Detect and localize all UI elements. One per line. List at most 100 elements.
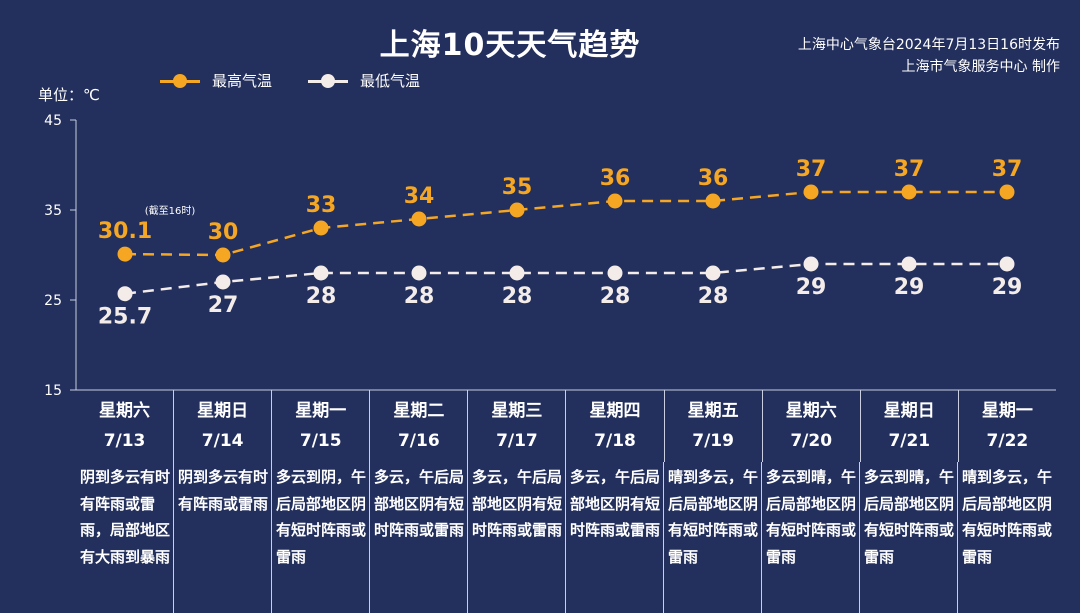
data-label: 28 bbox=[404, 284, 435, 309]
weekday-label: 星期六 bbox=[99, 401, 151, 421]
day-header: 星期五 7/19 bbox=[665, 390, 763, 462]
data-label: 28 bbox=[502, 284, 533, 309]
data-label: 29 bbox=[894, 275, 925, 300]
legend-label-low: 最低气温 bbox=[360, 72, 421, 90]
descriptions-row: 阴到多云有时有阵雨或雷雨，局部地区有大雨到暴雨 阴到多云有时有阵雨或雷雨 多云到阴，… bbox=[76, 462, 1056, 613]
weekday-label: 星期日 bbox=[197, 401, 249, 421]
data-label: 33 bbox=[306, 193, 337, 218]
day-header: 星期三 7/17 bbox=[468, 390, 567, 462]
weekday-label: 星期一 bbox=[981, 401, 1033, 421]
data-label: 36 bbox=[600, 166, 631, 191]
date-label: 7/14 bbox=[201, 431, 244, 451]
weekday-label: 星期四 bbox=[589, 401, 641, 421]
data-point bbox=[999, 184, 1015, 200]
legend-swatch-high bbox=[160, 73, 200, 88]
weekday-label: 星期日 bbox=[883, 401, 935, 421]
date-label: 7/17 bbox=[496, 431, 538, 451]
day-header: 星期六 7/20 bbox=[763, 390, 861, 462]
weekday-label: 星期五 bbox=[687, 401, 739, 421]
y-tick-label: 25 bbox=[44, 293, 62, 309]
source-line-maker: 上海市气象服务中心 制作 bbox=[901, 59, 1060, 75]
weather-description: 阴到多云有时有阵雨或雷雨，局部地区有大雨到暴雨 bbox=[76, 462, 174, 613]
date-label: 7/22 bbox=[986, 431, 1029, 451]
series-high-temp: 30.1 30 33 34 35 36 36 37 37 37 bbox=[98, 157, 1022, 263]
date-label: 7/18 bbox=[594, 431, 636, 451]
days-row: 星期六 7/13 星期日 7/14 星期一 7/15 星期二 7/16 星期三 7/17 星期四 7/… bbox=[76, 390, 1056, 462]
weather-description: 多云到阴，午后局部地区阴有短时阵雨或雷雨 bbox=[272, 462, 370, 613]
day-header: 星期四 7/18 bbox=[566, 390, 665, 462]
date-label: 7/13 bbox=[103, 431, 146, 451]
weather-description: 多云到晴，午后局部地区阴有短时阵雨或雷雨 bbox=[762, 462, 860, 613]
legend-swatch-low bbox=[308, 73, 349, 88]
weather-description: 多云，午后局部地区阴有短时阵雨或雷雨 bbox=[370, 462, 468, 613]
unit-label: 单位：℃ bbox=[38, 86, 100, 104]
legend: 最高气温 最低气温 bbox=[160, 70, 420, 91]
series-line bbox=[124, 262, 1007, 295]
day-header: 星期六 7/13 bbox=[76, 390, 175, 462]
data-point bbox=[705, 265, 721, 281]
data-point bbox=[999, 256, 1015, 272]
weather-description: 晴到多云，午后局部地区阴有短时阵雨或雷雨 bbox=[962, 468, 1053, 566]
data-label: 25.7 bbox=[98, 305, 152, 330]
data-point bbox=[509, 265, 525, 281]
data-label: 37 bbox=[894, 157, 925, 182]
data-point bbox=[313, 220, 329, 236]
data-point bbox=[313, 265, 329, 281]
source-line-issuer: 上海中心气象台2024年7月13日16时发布 bbox=[797, 37, 1060, 53]
data-label: 36 bbox=[698, 166, 729, 191]
data-point bbox=[705, 193, 721, 209]
axes: 15 25 35 45 bbox=[44, 113, 1056, 399]
weather-description: 多云到晴，午后局部地区阴有短时阵雨或雷雨 bbox=[860, 462, 958, 613]
weather-description: 多云，午后局部地区阴有短时阵雨或雷雨 bbox=[468, 462, 566, 613]
weekday-label: 星期一 bbox=[295, 401, 347, 421]
day-header: 星期日 7/21 bbox=[861, 390, 959, 462]
data-point bbox=[607, 193, 623, 209]
data-point bbox=[607, 265, 623, 281]
chart-title: 上海10天天气趋势 bbox=[379, 28, 641, 63]
y-tick-label: 35 bbox=[44, 203, 62, 219]
data-point bbox=[215, 274, 231, 290]
date-label: 7/20 bbox=[790, 431, 833, 451]
legend-item-high: 最高气温 bbox=[160, 70, 272, 91]
data-point bbox=[803, 256, 819, 272]
day-header: 星期一 7/15 bbox=[272, 390, 371, 462]
weekday-label: 星期六 bbox=[785, 401, 837, 421]
day-header: 星期一 7/22 bbox=[959, 390, 1056, 462]
data-point bbox=[411, 211, 427, 227]
data-label: 29 bbox=[992, 275, 1023, 300]
weekday-label: 星期三 bbox=[491, 401, 543, 421]
data-point bbox=[509, 202, 525, 218]
date-label: 7/15 bbox=[299, 431, 342, 451]
day-header: 星期日 7/14 bbox=[174, 390, 273, 462]
weekday-label: 星期二 bbox=[393, 401, 445, 421]
data-label: 37 bbox=[992, 157, 1023, 182]
data-label: 28 bbox=[306, 284, 337, 309]
data-label: 37 bbox=[796, 157, 827, 182]
data-point bbox=[117, 286, 133, 302]
data-point bbox=[901, 256, 917, 272]
note-annotation: (截至16时) bbox=[145, 204, 196, 217]
y-tick-label: 45 bbox=[44, 113, 62, 129]
y-tick-label: 15 bbox=[44, 383, 62, 399]
date-label: 7/21 bbox=[888, 431, 931, 451]
weather-description: 多云，午后局部地区阴有短时阵雨或雷雨 bbox=[566, 462, 664, 613]
data-point bbox=[215, 247, 231, 263]
data-label: 30.1 bbox=[98, 219, 152, 244]
data-label: 28 bbox=[600, 284, 631, 309]
data-label: 30 bbox=[208, 220, 239, 245]
data-label: 35 bbox=[502, 175, 533, 200]
data-point bbox=[803, 184, 819, 200]
data-label: 29 bbox=[796, 275, 827, 300]
date-label: 7/16 bbox=[397, 431, 440, 451]
legend-item-low: 最低气温 bbox=[308, 70, 420, 91]
series-low-temp: 25.7 27 28 28 28 28 28 29 29 29 bbox=[98, 256, 1023, 330]
weather-description: 阴到多云有时有阵雨或雷雨 bbox=[174, 462, 272, 613]
data-point bbox=[117, 246, 133, 262]
series-line bbox=[124, 190, 1007, 257]
data-label: 28 bbox=[698, 284, 729, 309]
data-label: 27 bbox=[208, 293, 239, 318]
weather-description: 晴到多云，午后局部地区阴有短时阵雨或雷雨 bbox=[664, 462, 762, 613]
data-point bbox=[411, 265, 427, 281]
day-header: 星期二 7/16 bbox=[370, 390, 469, 462]
